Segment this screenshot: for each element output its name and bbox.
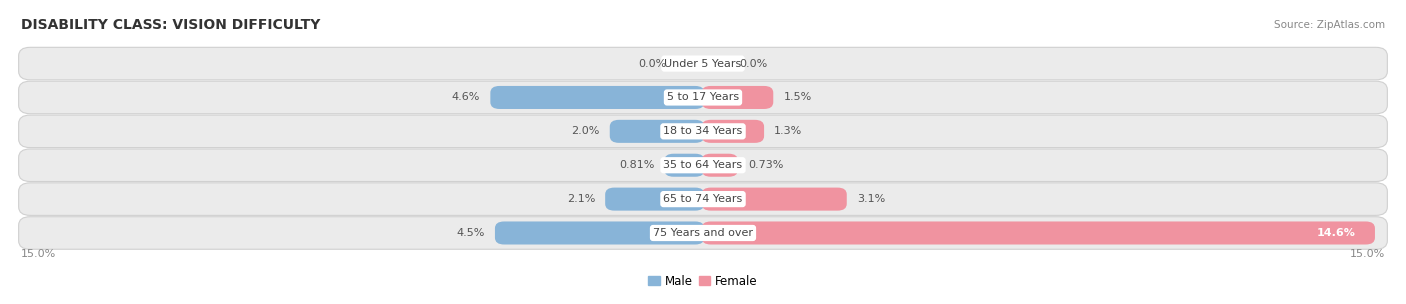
Text: 0.81%: 0.81% [619, 160, 654, 170]
Legend: Male, Female: Male, Female [644, 270, 762, 292]
Text: 75 Years and over: 75 Years and over [652, 228, 754, 238]
FancyBboxPatch shape [18, 149, 1388, 181]
FancyBboxPatch shape [702, 222, 1375, 244]
FancyBboxPatch shape [702, 154, 738, 177]
Text: 2.1%: 2.1% [567, 194, 595, 204]
Text: 35 to 64 Years: 35 to 64 Years [664, 160, 742, 170]
FancyBboxPatch shape [495, 222, 704, 244]
FancyBboxPatch shape [18, 217, 1388, 249]
Text: 1.3%: 1.3% [775, 126, 803, 136]
FancyBboxPatch shape [702, 120, 763, 143]
FancyBboxPatch shape [18, 115, 1388, 148]
Text: 18 to 34 Years: 18 to 34 Years [664, 126, 742, 136]
Text: 4.6%: 4.6% [451, 92, 481, 102]
Text: Source: ZipAtlas.com: Source: ZipAtlas.com [1274, 20, 1385, 30]
Text: 65 to 74 Years: 65 to 74 Years [664, 194, 742, 204]
FancyBboxPatch shape [605, 188, 704, 211]
Text: 0.0%: 0.0% [740, 59, 768, 69]
FancyBboxPatch shape [702, 188, 846, 211]
Text: 2.0%: 2.0% [571, 126, 599, 136]
FancyBboxPatch shape [491, 86, 704, 109]
FancyBboxPatch shape [702, 86, 773, 109]
Text: 4.5%: 4.5% [457, 228, 485, 238]
FancyBboxPatch shape [18, 81, 1388, 114]
Text: 5 to 17 Years: 5 to 17 Years [666, 92, 740, 102]
FancyBboxPatch shape [18, 47, 1388, 80]
Text: 0.0%: 0.0% [638, 59, 666, 69]
Text: Under 5 Years: Under 5 Years [665, 59, 741, 69]
FancyBboxPatch shape [665, 154, 704, 177]
Text: 15.0%: 15.0% [1350, 249, 1385, 259]
Text: 0.73%: 0.73% [748, 160, 783, 170]
Text: DISABILITY CLASS: VISION DIFFICULTY: DISABILITY CLASS: VISION DIFFICULTY [21, 19, 321, 33]
FancyBboxPatch shape [18, 183, 1388, 215]
FancyBboxPatch shape [610, 120, 704, 143]
Text: 14.6%: 14.6% [1316, 228, 1355, 238]
Text: 3.1%: 3.1% [856, 194, 886, 204]
Text: 1.5%: 1.5% [783, 92, 811, 102]
Text: 15.0%: 15.0% [21, 249, 56, 259]
